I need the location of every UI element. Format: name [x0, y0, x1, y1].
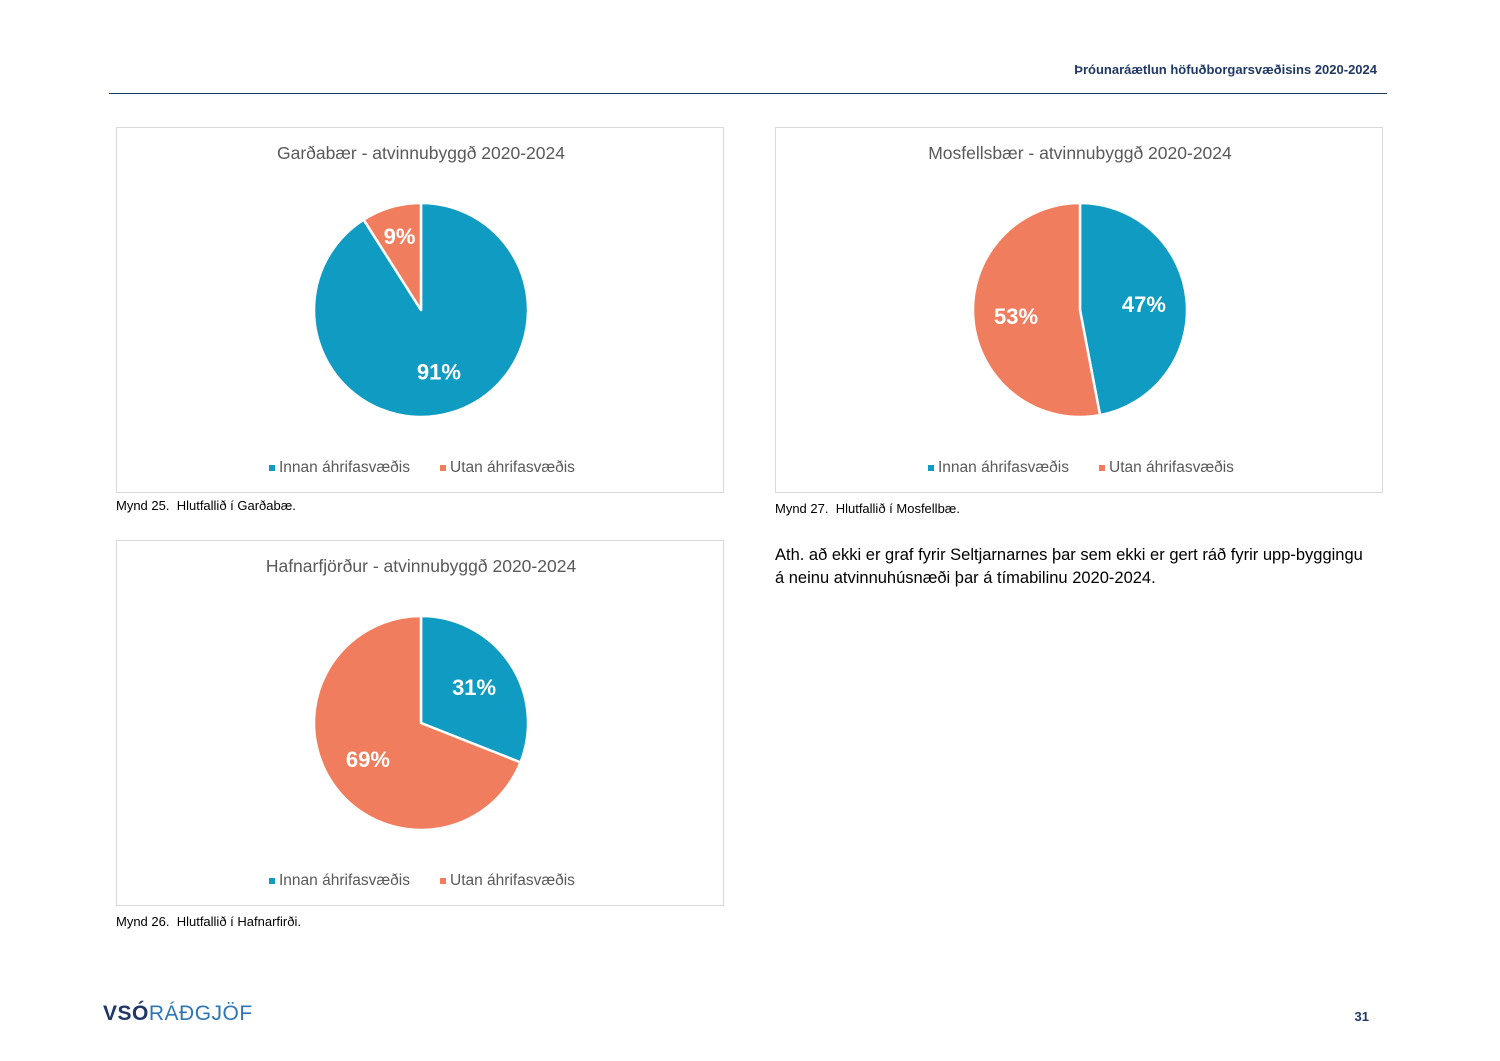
caption-fig25: Mynd 25. Hlutfallið í Garðabæ.	[116, 498, 296, 513]
legend-utan-label: Utan áhrifasvæðis	[450, 459, 575, 476]
chart-hafnarfjordur: Hafnarfjörður - atvinnubyggð 2020-2024 31…	[116, 540, 724, 906]
caption-fig26: Mynd 26. Hlutfallið í Hafnarfirði.	[116, 914, 301, 929]
note-paragraph: Ath. að ekki er graf fyrir Seltjarnarnes…	[775, 546, 1363, 587]
page-number: 31	[1354, 1009, 1369, 1024]
pie-svg: Hafnarfjörður - atvinnubyggð 2020-2024 31…	[266, 556, 577, 889]
header-divider	[109, 93, 1387, 94]
pie-slice-innan	[419, 614, 530, 764]
pie-slice-utan	[362, 201, 423, 312]
legend-utan-swatch	[440, 465, 446, 471]
chart-title: Hafnarfjörður - atvinnubyggð 2020-2024	[266, 556, 577, 576]
legend-utan-label: Utan áhrifasvæðis	[1109, 459, 1234, 476]
logo-strong: VSÓ	[103, 1002, 149, 1025]
logo-light: RÁÐGJÖF	[148, 1002, 253, 1025]
caption-fig27: Mynd 27. Hlutfallið í Mosfellbæ.	[775, 501, 960, 516]
legend-innan-swatch	[269, 465, 275, 471]
pie-svg: Mosfellsbær - atvinnubyggð 2020-2024 47% 5…	[928, 143, 1234, 476]
page-header-title: Þróunaráætlun höfuðborgarsvæðisins 2020-…	[1074, 62, 1377, 77]
data-label: 9%	[384, 224, 416, 249]
chart-title: Mosfellsbær - atvinnubyggð 2020-2024	[928, 143, 1232, 163]
pie-slice-innan	[1078, 201, 1189, 417]
legend-utan-swatch	[1099, 465, 1105, 471]
legend-innan-label: Innan áhrifasvæðis	[279, 872, 410, 889]
legend-innan-swatch	[269, 878, 275, 884]
legend-innan-label: Innan áhrifasvæðis	[938, 459, 1069, 476]
pie-slice-utan	[312, 614, 522, 832]
chart-mosfellsbaer: Mosfellsbær - atvinnubyggð 2020-2024 47% 5…	[775, 127, 1383, 493]
data-label: 31%	[452, 675, 496, 700]
chart-gardabaer: Garðabær - atvinnubyggð 2020-2024 91% 9% In…	[116, 127, 724, 493]
data-label: 53%	[994, 304, 1038, 329]
vso-logo: VSÓRÁÐGJÖF	[103, 1002, 253, 1026]
legend-innan-swatch	[928, 465, 934, 471]
pie-slice-utan	[971, 201, 1102, 419]
pie-svg: Garðabær - atvinnubyggð 2020-2024 91% 9% In…	[269, 143, 575, 476]
legend-innan-label: Innan áhrifasvæðis	[279, 459, 410, 476]
data-label: 91%	[417, 360, 461, 385]
chart-title: Garðabær - atvinnubyggð 2020-2024	[277, 143, 565, 163]
data-label: 47%	[1122, 292, 1166, 317]
data-label: 69%	[346, 747, 390, 772]
legend-utan-swatch	[440, 878, 446, 884]
legend-utan-label: Utan áhrifasvæðis	[450, 872, 575, 889]
